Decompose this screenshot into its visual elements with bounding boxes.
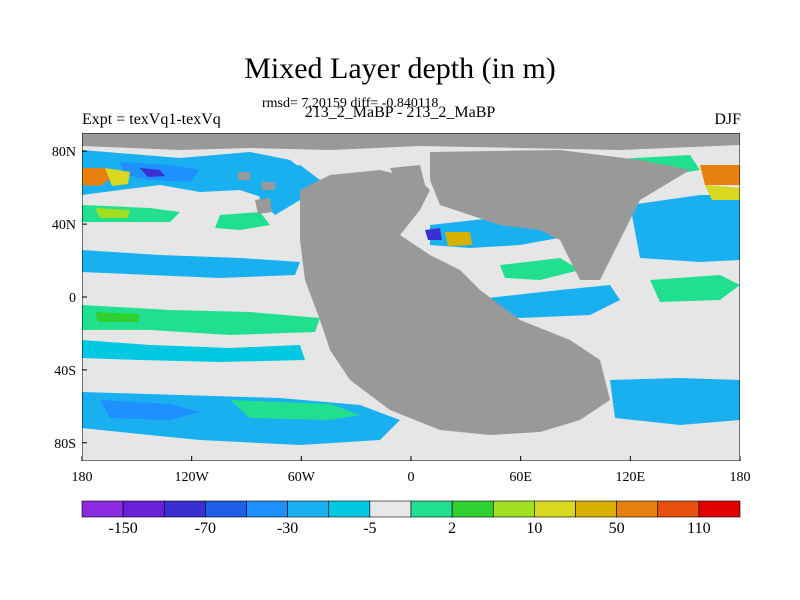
- contour-atlantic-north: [255, 165, 320, 215]
- colorbar-swatch-11: [534, 500, 576, 518]
- contour-indian-ocean: [470, 285, 620, 318]
- stats-line: rmsd= 7.20159 diff= -0.840118: [262, 96, 439, 111]
- contour-north-pacific-deep: [140, 168, 165, 177]
- colorbar-label-6: 50: [609, 520, 625, 537]
- contour-fills: [82, 150, 740, 445]
- lat-tick-label-4: 80S: [54, 437, 76, 452]
- contour-midlat-green: [95, 208, 130, 218]
- lon-tick-label-3: 0: [408, 470, 415, 485]
- lon-tick-label-1: 120W: [175, 470, 210, 485]
- colorbar-label-3: -5: [363, 520, 376, 537]
- colorbar-swatch-3: [205, 500, 247, 518]
- lat-tick-label-0: 80N: [52, 145, 76, 160]
- colorbar-swatch-13: [616, 500, 659, 518]
- land-island-small-2: [262, 182, 275, 190]
- colorbar-label-1: -70: [195, 520, 216, 537]
- colorbar-swatch-14: [657, 500, 700, 518]
- longitude-axis: 180 120W 60W 0 60E 120E 180: [72, 456, 751, 485]
- land-island-small-1: [238, 172, 250, 180]
- colorbar-swatch-2: [163, 500, 206, 518]
- experiment-label: Expt = texVq1-texVq: [82, 111, 221, 128]
- land-east-continent: [430, 150, 690, 280]
- lon-tick-label-0: 180: [72, 470, 93, 485]
- contour-indian-ocean-green: [500, 258, 580, 280]
- colorbar-swatch-10: [492, 500, 535, 518]
- colorbar-swatch-6: [328, 500, 371, 518]
- lon-tick-label-6: 180: [730, 470, 751, 485]
- case-label: 213_2_MaBP - 213_2_MaBP: [304, 104, 496, 121]
- contour-equatorial-south: [82, 305, 320, 335]
- contour-north-pacific-warm: [105, 168, 130, 186]
- colorbar-swatch-9: [451, 500, 494, 518]
- contour-ne-pacific-warm: [700, 165, 740, 185]
- plot-title: Mixed Layer depth (in m): [244, 52, 556, 85]
- colorbar-swatch-15: [698, 500, 741, 518]
- contour-ne-pacific-yellow: [705, 185, 740, 200]
- season-label: DJF: [714, 111, 741, 128]
- lon-tick-label-5: 120E: [616, 470, 646, 485]
- colorbar-swatch-8: [410, 500, 453, 518]
- contour-north-pacific: [82, 150, 310, 200]
- contour-southern-ocean-core: [100, 400, 200, 420]
- contour-med-warm: [445, 232, 472, 246]
- lat-tick-label-1: 40N: [52, 218, 76, 233]
- colorbar-label-2: -30: [277, 520, 298, 537]
- contour-south-indian: [610, 378, 740, 425]
- contour-atlantic-mid: [215, 212, 270, 230]
- land-masses: [82, 133, 740, 435]
- land-north-cap: [82, 133, 740, 150]
- colorbar-label-0: -150: [108, 520, 137, 537]
- contour-med-deep: [425, 228, 442, 240]
- colorbar-label-5: 10: [526, 520, 542, 537]
- contour-north-pacific-hot: [82, 168, 112, 186]
- latitude-axis: 80N 40N 0 40S 80S: [52, 145, 87, 452]
- colorbar: -150 -70 -30 -5 2 10 50 110: [81, 500, 741, 537]
- colorbar-label-4: 2: [448, 520, 456, 537]
- contour-ne-pacific: [630, 195, 740, 262]
- colorbar-swatch-7: [369, 500, 412, 518]
- contour-south-pacific: [82, 340, 305, 362]
- land-central-continent: [300, 170, 610, 435]
- lon-tick-label-4: 60E: [509, 470, 532, 485]
- contour-southern-ocean-green: [230, 400, 360, 420]
- contour-equatorial-green: [95, 312, 140, 322]
- colorbar-swatch-4: [246, 500, 288, 518]
- colorbar-swatch-0: [81, 500, 124, 518]
- colorbar-label-7: 110: [687, 520, 710, 537]
- land-island-arctic: [390, 165, 425, 188]
- colorbar-swatch-5: [287, 500, 330, 518]
- contour-equatorial-north: [82, 250, 300, 278]
- lat-tick-label-2: 0: [69, 291, 76, 306]
- colorbar-swatch-12: [575, 500, 617, 518]
- lat-tick-label-3: 40S: [54, 364, 76, 379]
- land-island-west: [255, 198, 272, 214]
- colorbar-swatch-1: [122, 500, 165, 518]
- contour-ne-pacific-green: [650, 275, 740, 302]
- lon-tick-label-2: 60W: [288, 470, 316, 485]
